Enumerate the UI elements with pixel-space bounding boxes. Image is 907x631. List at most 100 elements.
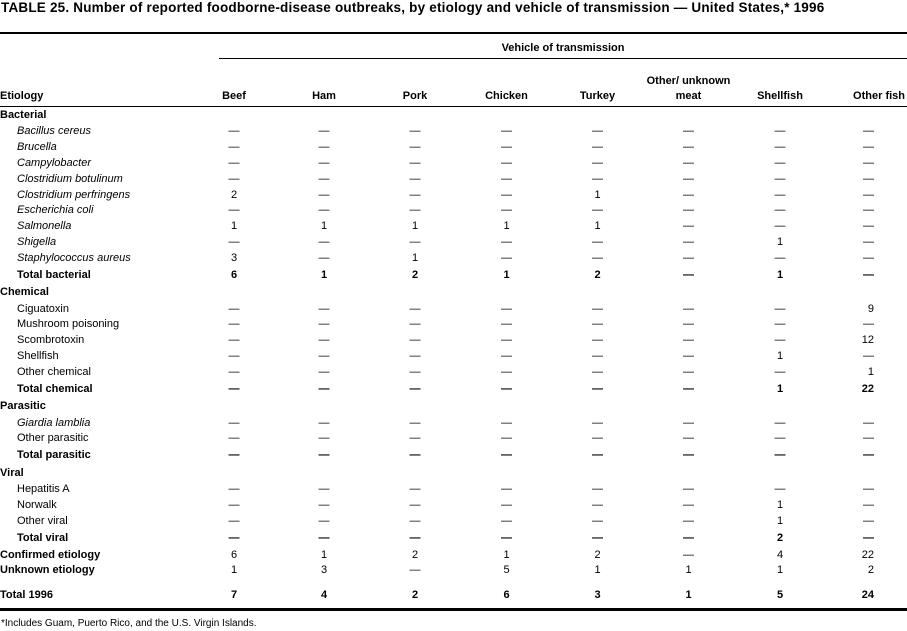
row-label: Parasitic [0,400,46,413]
table-cell: 1 [776,498,784,511]
table-cell: — [683,204,694,217]
table-cell: 1 [503,548,510,561]
row-label: Scombrotoxin [17,334,85,347]
table-cell: — [228,235,240,248]
row-label: Clostridium perfringens [17,188,131,201]
table-cell: — [683,483,694,496]
table-cell [643,107,734,125]
table-cell [461,284,552,301]
table-cell: — [592,235,603,248]
table-cell: — [409,302,421,315]
table-cell: — [774,365,786,378]
table-cell: 2 [594,548,601,561]
table-cell: — [228,141,240,154]
table-cell: 1 [776,268,784,281]
table-cell: — [683,416,694,429]
table-cell: — [318,318,330,331]
table-cell: — [683,302,694,315]
table-cell: — [318,514,330,527]
column-header: Shellfish [757,90,803,102]
table-cell: — [409,564,421,577]
table-cell: — [409,514,421,527]
table-cell: — [501,235,512,248]
table-cell: — [592,483,603,496]
table-row: Ciguatoxin — — — — — — — 9 [0,301,907,317]
table-cell: — [683,251,694,264]
table-row: Staphylococcus aureus 3 — 1 — — — — — [0,250,907,266]
table-cell [826,465,907,482]
table-cell: — [501,449,512,462]
table-row: Brucella — — — — — — — — [0,140,907,156]
table-body: Bacterial Bacillus cereus — — — — — — — — Brucella… [0,107,907,603]
table-cell: 2 [411,548,419,561]
table-cell: — [863,432,874,445]
table-row: Total 1996 7 4 2 6 3 1 5 24 [0,579,907,603]
row-label: Other parasitic [17,432,89,445]
table-cell: 12 [861,334,874,347]
table-cell: — [501,251,512,264]
table-cell: 2 [594,268,601,281]
outbreaks-table: Etiology Beef Ham Pork Chicken Turkey Other/ u… [0,60,907,603]
table-row: Other parasitic — — — — — — — — [0,431,907,447]
table-cell: 3 [594,588,601,601]
row-label: Hepatitis A [17,483,70,496]
table-cell: 1 [411,220,419,233]
row-label: Bacillus cereus [17,125,91,138]
table-cell: 3 [320,564,328,577]
table-cell: 9 [867,302,874,315]
table-cell: — [592,334,603,347]
table-row: Salmonella 1 1 1 1 1 — — — [0,219,907,235]
table-cell: — [318,251,330,264]
row-label: Total parasitic [17,449,91,462]
row-label: Total viral [17,531,69,544]
table-cell: 6 [230,548,238,561]
table-cell: — [409,156,421,169]
table-row: Confirmed etiology 6 1 2 1 2 — 4 22 [0,547,907,563]
table-cell: 24 [861,588,874,601]
table-cell: — [318,125,330,138]
table-cell: — [774,125,786,138]
table-cell: — [318,204,330,217]
table-cell [279,398,369,415]
table-cell [643,465,734,482]
table-cell: 4 [776,548,784,561]
table-cell: — [863,220,874,233]
row-label: Shellfish [17,349,59,362]
table-cell: — [774,172,786,185]
table-cell: — [409,172,421,185]
table-cell: — [501,318,512,331]
table-cell: — [228,498,240,511]
table-cell: — [228,449,240,462]
table-cell: 1 [776,564,784,577]
table-cell: — [683,141,694,154]
category-row: Bacterial [0,107,907,125]
table-cell: — [683,125,694,138]
table-cell: — [683,188,694,201]
table-cell: — [863,172,874,185]
table-cell: — [228,125,240,138]
table-cell: 1 [320,220,328,233]
table-cell: 1 [230,220,238,233]
table-row: Other viral — — — — — — 1 — [0,513,907,529]
table-cell: 1 [776,514,784,527]
table-cell: — [863,204,874,217]
table-cell: — [318,365,330,378]
table-cell: — [774,220,786,233]
table-cell: — [318,156,330,169]
table-cell: — [228,531,240,544]
table-cell [734,107,826,125]
table-cell: — [318,141,330,154]
table-cell: — [683,268,694,281]
bottom-rule [0,608,907,611]
table-cell: — [774,483,786,496]
table-cell: — [228,172,240,185]
table-cell: — [318,498,330,511]
table-cell: — [409,334,421,347]
table-cell: — [501,382,512,395]
row-label: Clostridium botulinum [17,172,123,185]
table-cell: 2 [230,188,238,201]
table-cell: — [318,483,330,496]
table-cell: — [409,365,421,378]
table-cell: — [501,125,512,138]
table-cell: — [409,416,421,429]
